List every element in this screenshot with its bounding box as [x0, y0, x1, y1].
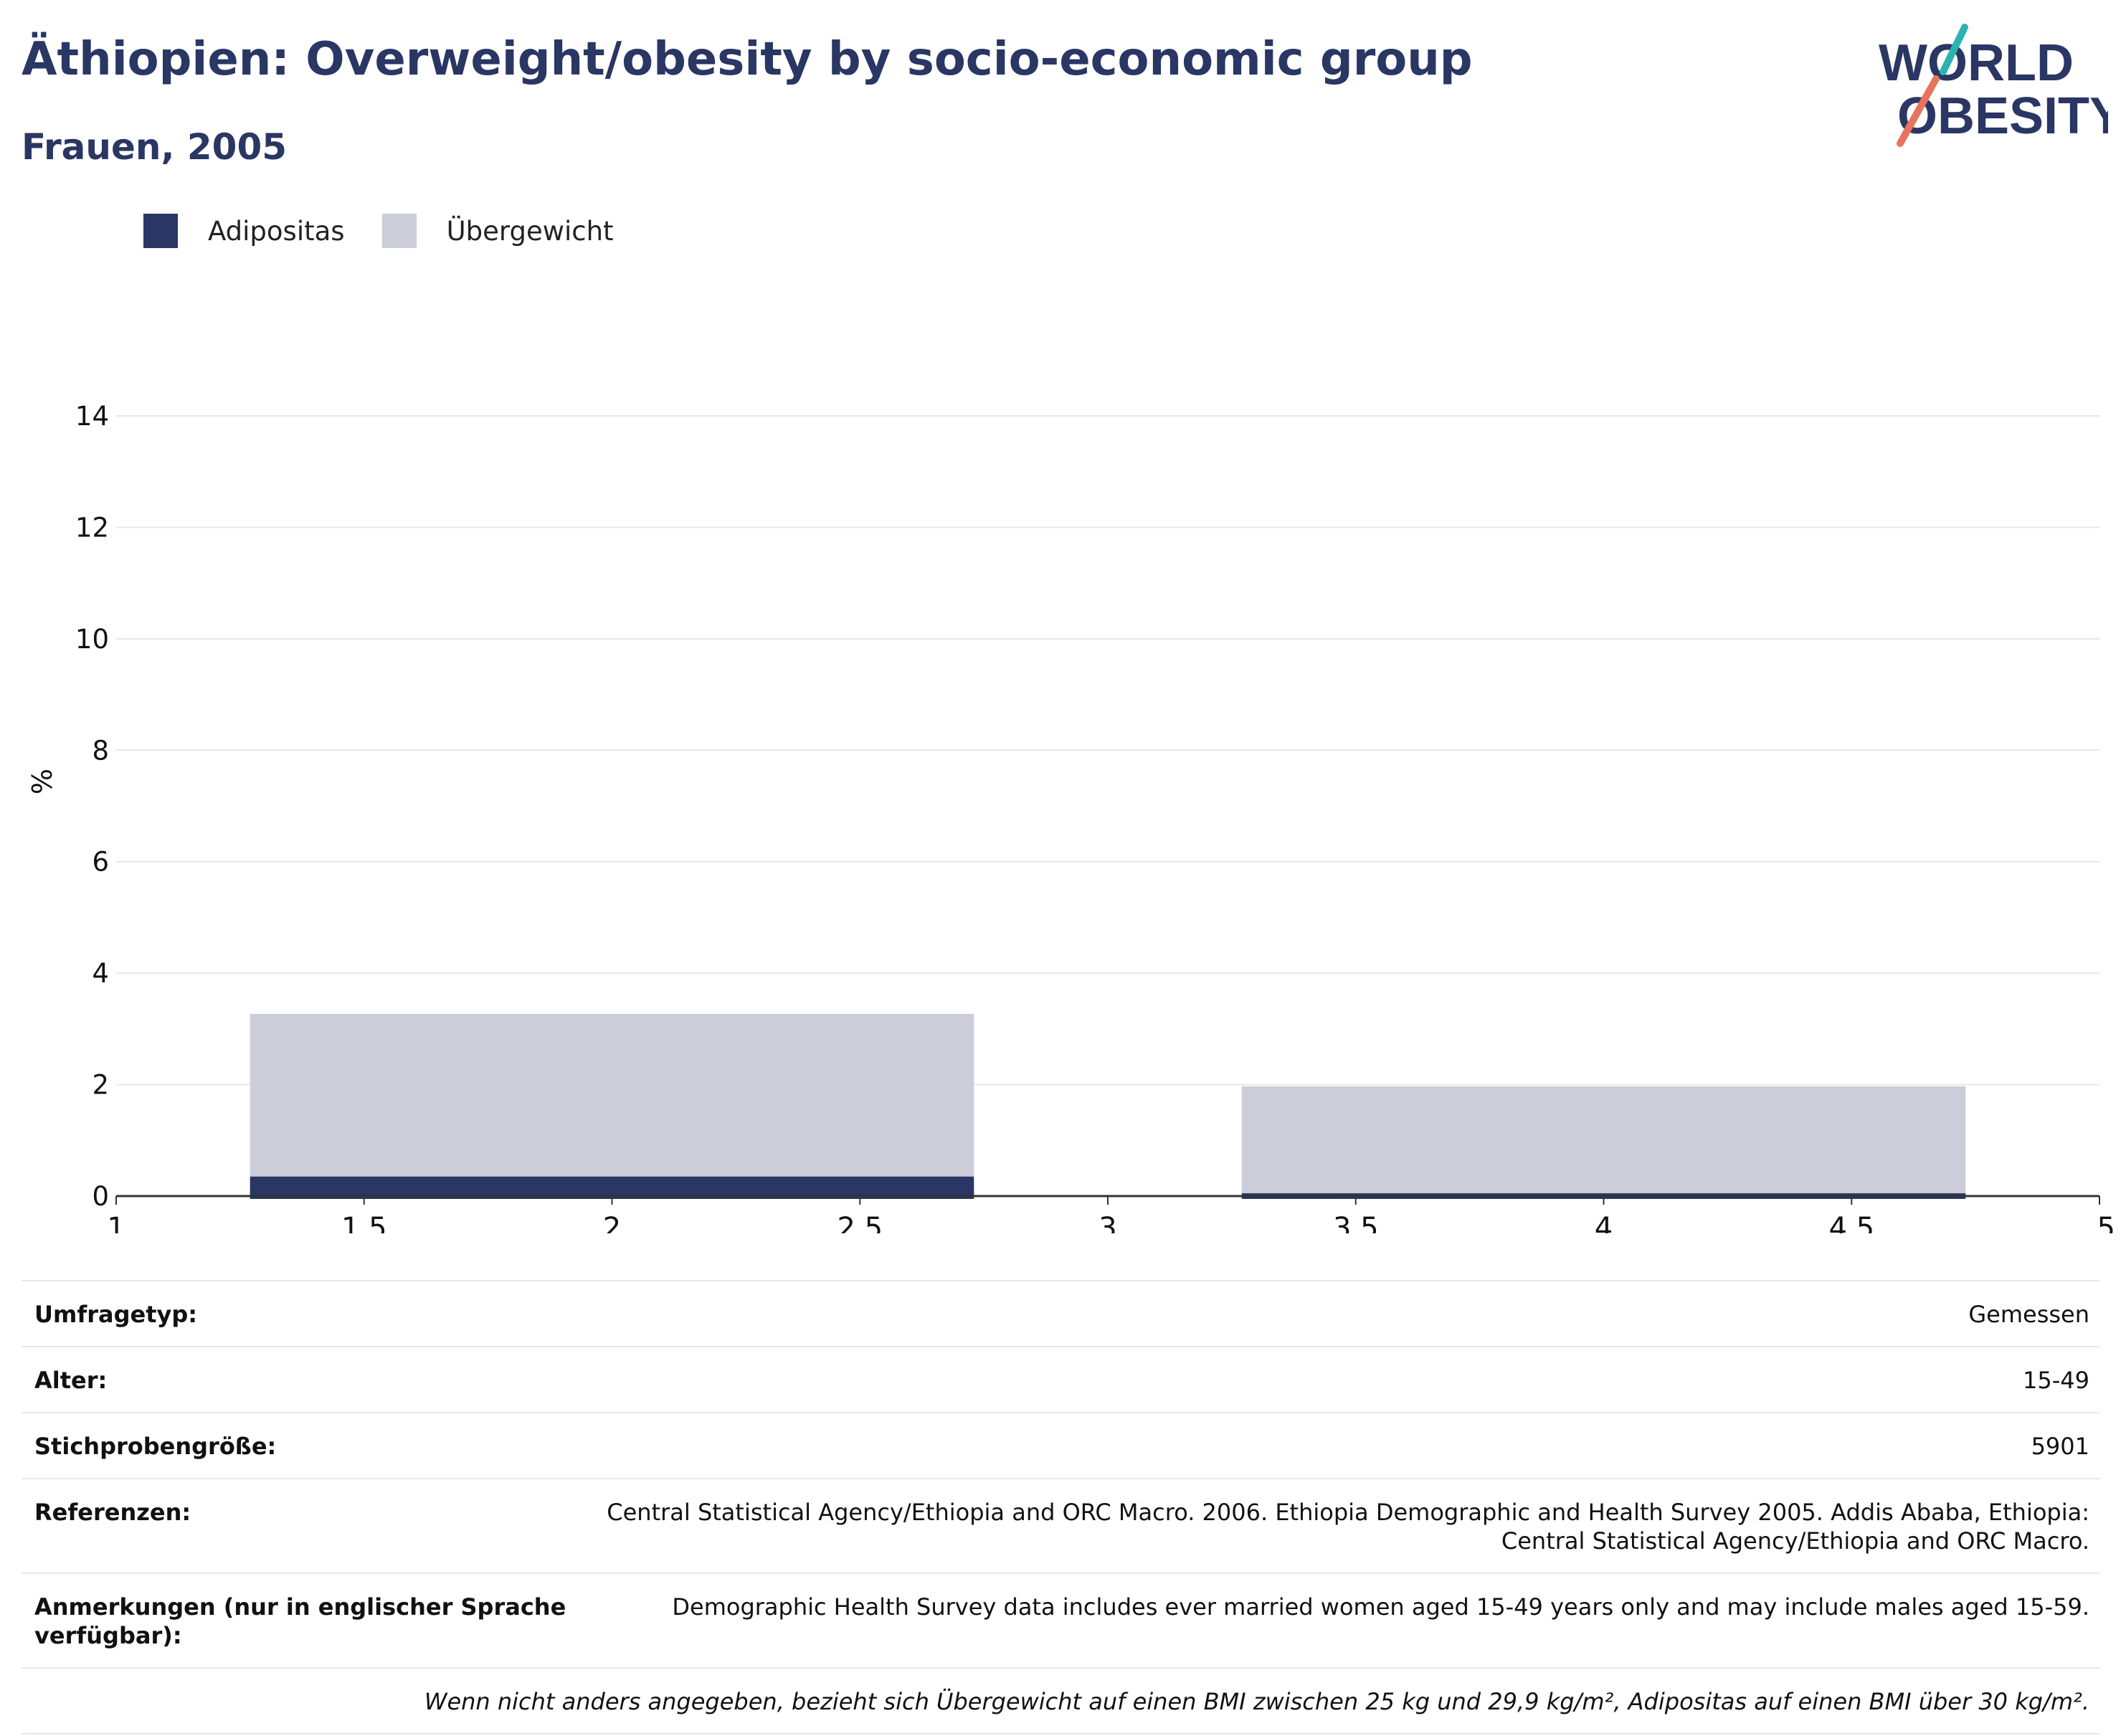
info-label-survey-type: Umfragetyp:: [22, 1280, 579, 1347]
chart-subtitle: Frauen, 2005: [22, 126, 288, 168]
x-tick-label: 1: [107, 1212, 125, 1233]
y-axis-label: %: [27, 769, 58, 795]
info-row-notes: Anmerkungen (nur in englischer Sprache v…: [22, 1573, 2099, 1668]
y-tick-label: 10: [75, 624, 109, 655]
info-value-references: Central Statistical Agency/Ethiopia and …: [579, 1478, 2099, 1573]
survey-info-table: Umfragetyp: Gemessen Alter: 15-49 Stichp…: [22, 1280, 2099, 1735]
chart-legend: Adipositas Übergewicht: [143, 214, 651, 248]
legend-item-overweight[interactable]: Übergewicht: [381, 214, 614, 248]
info-value-sample-size: 5901: [579, 1412, 2099, 1479]
info-row-footnote: Wenn nicht anders angegeben, bezieht sic…: [22, 1667, 2099, 1735]
x-tick-label: 4.5: [1828, 1212, 1874, 1233]
x-tick-label: 4: [1595, 1212, 1613, 1233]
gridlines: [116, 415, 2099, 1086]
legend-swatch-overweight: [381, 214, 417, 248]
info-label-notes: Anmerkungen (nur in englischer Sprache v…: [22, 1573, 579, 1668]
axes: 0 2 4 6 8 10 12 14 1 1.5 2 2.5 3 3.5 4 4.5 5: [75, 401, 2115, 1233]
x-tick-label: 3: [1099, 1212, 1116, 1233]
y-tick-label: 14: [75, 401, 109, 432]
legend-swatch-obesity: [143, 214, 178, 248]
notes-label-line-1: Anmerkungen (nur in englischer Sprache: [34, 1593, 566, 1621]
y-tick-label: 8: [92, 735, 109, 766]
x-tick-label: 2: [603, 1212, 621, 1233]
legend-label-obesity: Adipositas: [208, 215, 345, 247]
bar-overweight[interactable]: [250, 1013, 974, 1177]
bar-chart: 0 2 4 6 8 10 12 14 1 1.5 2 2.5 3 3.5 4 4.5 5 %: [27, 401, 2115, 1233]
info-value-survey-type: Gemessen: [579, 1280, 2099, 1347]
info-value-notes: Demographic Health Survey data includes …: [579, 1573, 2099, 1668]
y-tick-label: 4: [92, 958, 109, 989]
legend-item-obesity[interactable]: Adipositas: [143, 214, 345, 248]
x-tick-label: 1.5: [341, 1212, 387, 1233]
logo-coral-stroke: [1897, 75, 1940, 147]
x-tick-label: 5: [2097, 1212, 2115, 1233]
bars: [250, 1013, 1966, 1199]
info-row-sample-size: Stichprobengröße: 5901: [22, 1412, 2099, 1479]
references-line-1: Central Statistical Agency/Ethiopia and …: [607, 1499, 2089, 1526]
y-tick-label: 2: [92, 1070, 109, 1101]
info-value-age: 15-49: [579, 1346, 2099, 1413]
bmi-footnote: Wenn nicht anders angegeben, bezieht sic…: [22, 1667, 2099, 1735]
logo-teal-stroke: [1940, 24, 1968, 75]
info-label-references: Referenzen:: [22, 1478, 579, 1573]
info-label-age: Alter:: [22, 1346, 579, 1413]
y-tick-label: 0: [92, 1181, 109, 1212]
info-row-references: Referenzen: Central Statistical Agency/E…: [22, 1478, 2099, 1573]
x-tick-label: 3.5: [1333, 1212, 1379, 1233]
chart-title: Äthiopien: Overweight/obesity by socio-e…: [22, 33, 1473, 86]
notes-label-line-2: verfügbar):: [34, 1622, 182, 1649]
info-label-sample-size: Stichprobengröße:: [22, 1412, 579, 1479]
bar-overweight[interactable]: [1241, 1086, 1966, 1194]
logo-text-obesity: OBESITY: [1897, 87, 2108, 145]
world-obesity-logo: WORLD OBESITY: [1879, 24, 2108, 147]
y-tick-label: 6: [92, 847, 109, 878]
logo-text-world: WORLD: [1879, 34, 2074, 92]
info-row-age: Alter: 15-49: [22, 1346, 2099, 1413]
references-line-2: Central Statistical Agency/Ethiopia and …: [1501, 1527, 2089, 1555]
x-tick-label: 2.5: [837, 1212, 883, 1233]
legend-label-overweight: Übergewicht: [446, 215, 614, 247]
y-tick-label: 12: [75, 512, 109, 543]
info-row-survey-type: Umfragetyp: Gemessen: [22, 1280, 2099, 1347]
